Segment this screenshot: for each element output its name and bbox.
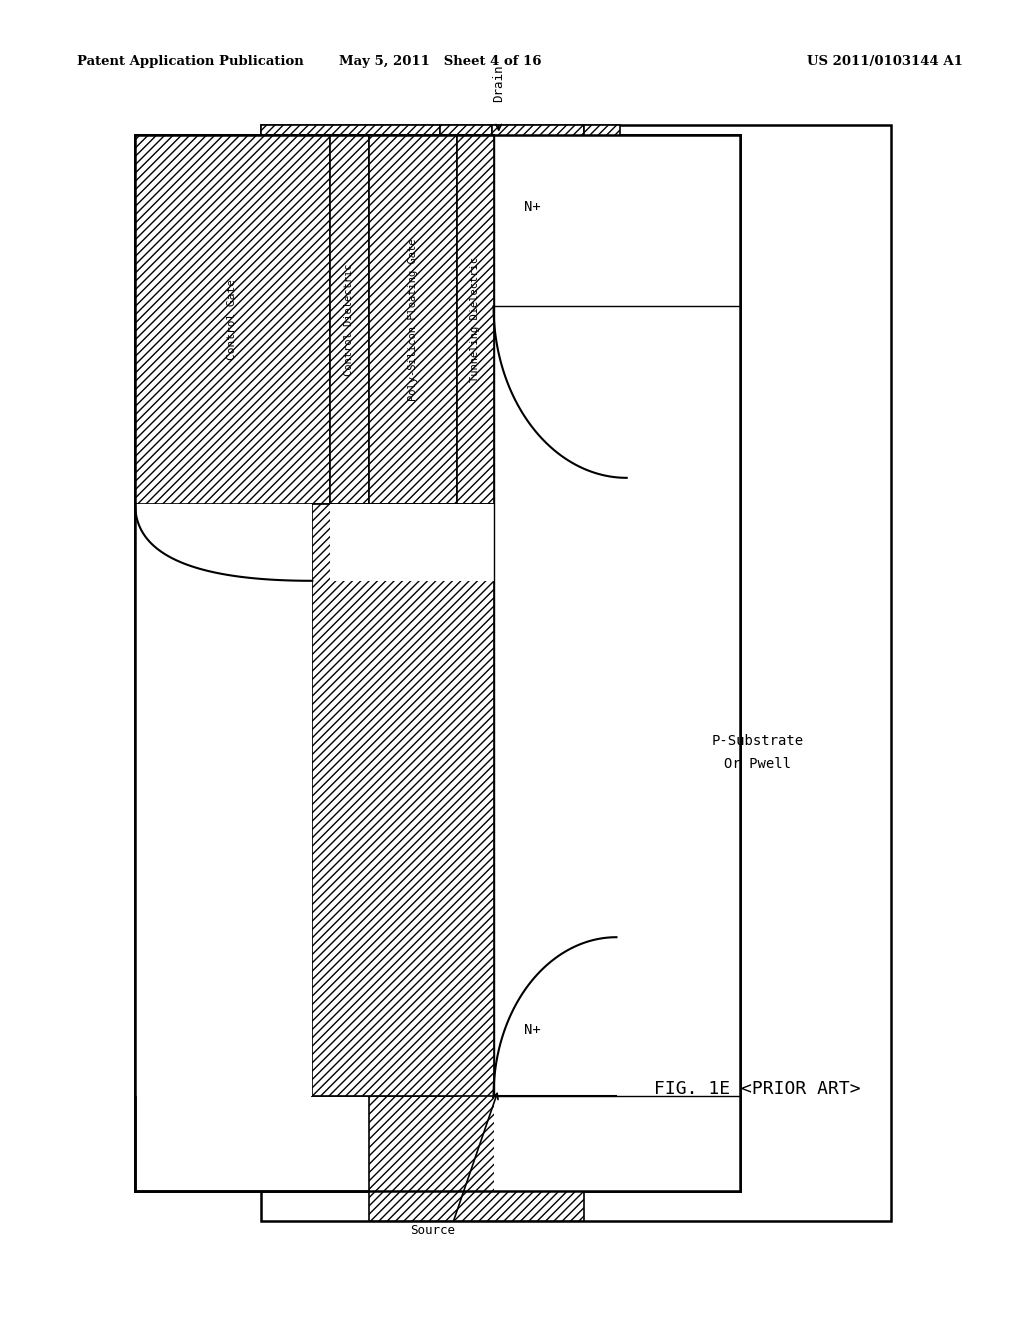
Bar — [330, 135, 369, 504]
Text: Tunneling Dielectric: Tunneling Dielectric — [470, 257, 480, 381]
Bar — [135, 135, 740, 1191]
Bar — [135, 135, 330, 504]
Bar — [369, 634, 584, 1221]
Bar — [494, 135, 740, 1191]
Bar — [135, 504, 312, 1096]
Bar — [261, 125, 440, 634]
Bar — [135, 135, 330, 504]
Bar — [584, 634, 620, 739]
Bar — [492, 125, 584, 634]
Text: N+: N+ — [524, 201, 541, 214]
Text: Patent Application Publication: Patent Application Publication — [77, 55, 303, 69]
Bar — [312, 504, 457, 1096]
Bar — [135, 135, 740, 1191]
Bar — [369, 135, 457, 504]
Bar — [457, 135, 494, 504]
Bar — [440, 125, 492, 634]
Text: FIG. 1E <PRIOR ART>: FIG. 1E <PRIOR ART> — [654, 1080, 861, 1098]
Bar — [330, 504, 494, 581]
Bar — [457, 135, 494, 504]
Bar — [369, 135, 457, 504]
Text: N+: N+ — [524, 1023, 541, 1036]
Bar — [330, 135, 369, 504]
Text: Drain: Drain — [493, 65, 505, 102]
Bar — [584, 125, 620, 634]
Text: P-Substrate
Or Pwell: P-Substrate Or Pwell — [712, 734, 804, 771]
Text: Control Gate: Control Gate — [227, 279, 238, 360]
Text: May 5, 2011   Sheet 4 of 16: May 5, 2011 Sheet 4 of 16 — [339, 55, 542, 69]
Text: Source: Source — [410, 1224, 455, 1237]
Bar — [261, 125, 891, 1221]
Text: Poly-Silicon Floating Gate: Poly-Silicon Floating Gate — [408, 238, 418, 401]
Text: US 2011/0103144 A1: US 2011/0103144 A1 — [807, 55, 963, 69]
Bar — [312, 504, 494, 1096]
Bar — [492, 634, 584, 739]
Bar — [135, 504, 312, 581]
Text: Control Dielectric: Control Dielectric — [344, 263, 354, 376]
